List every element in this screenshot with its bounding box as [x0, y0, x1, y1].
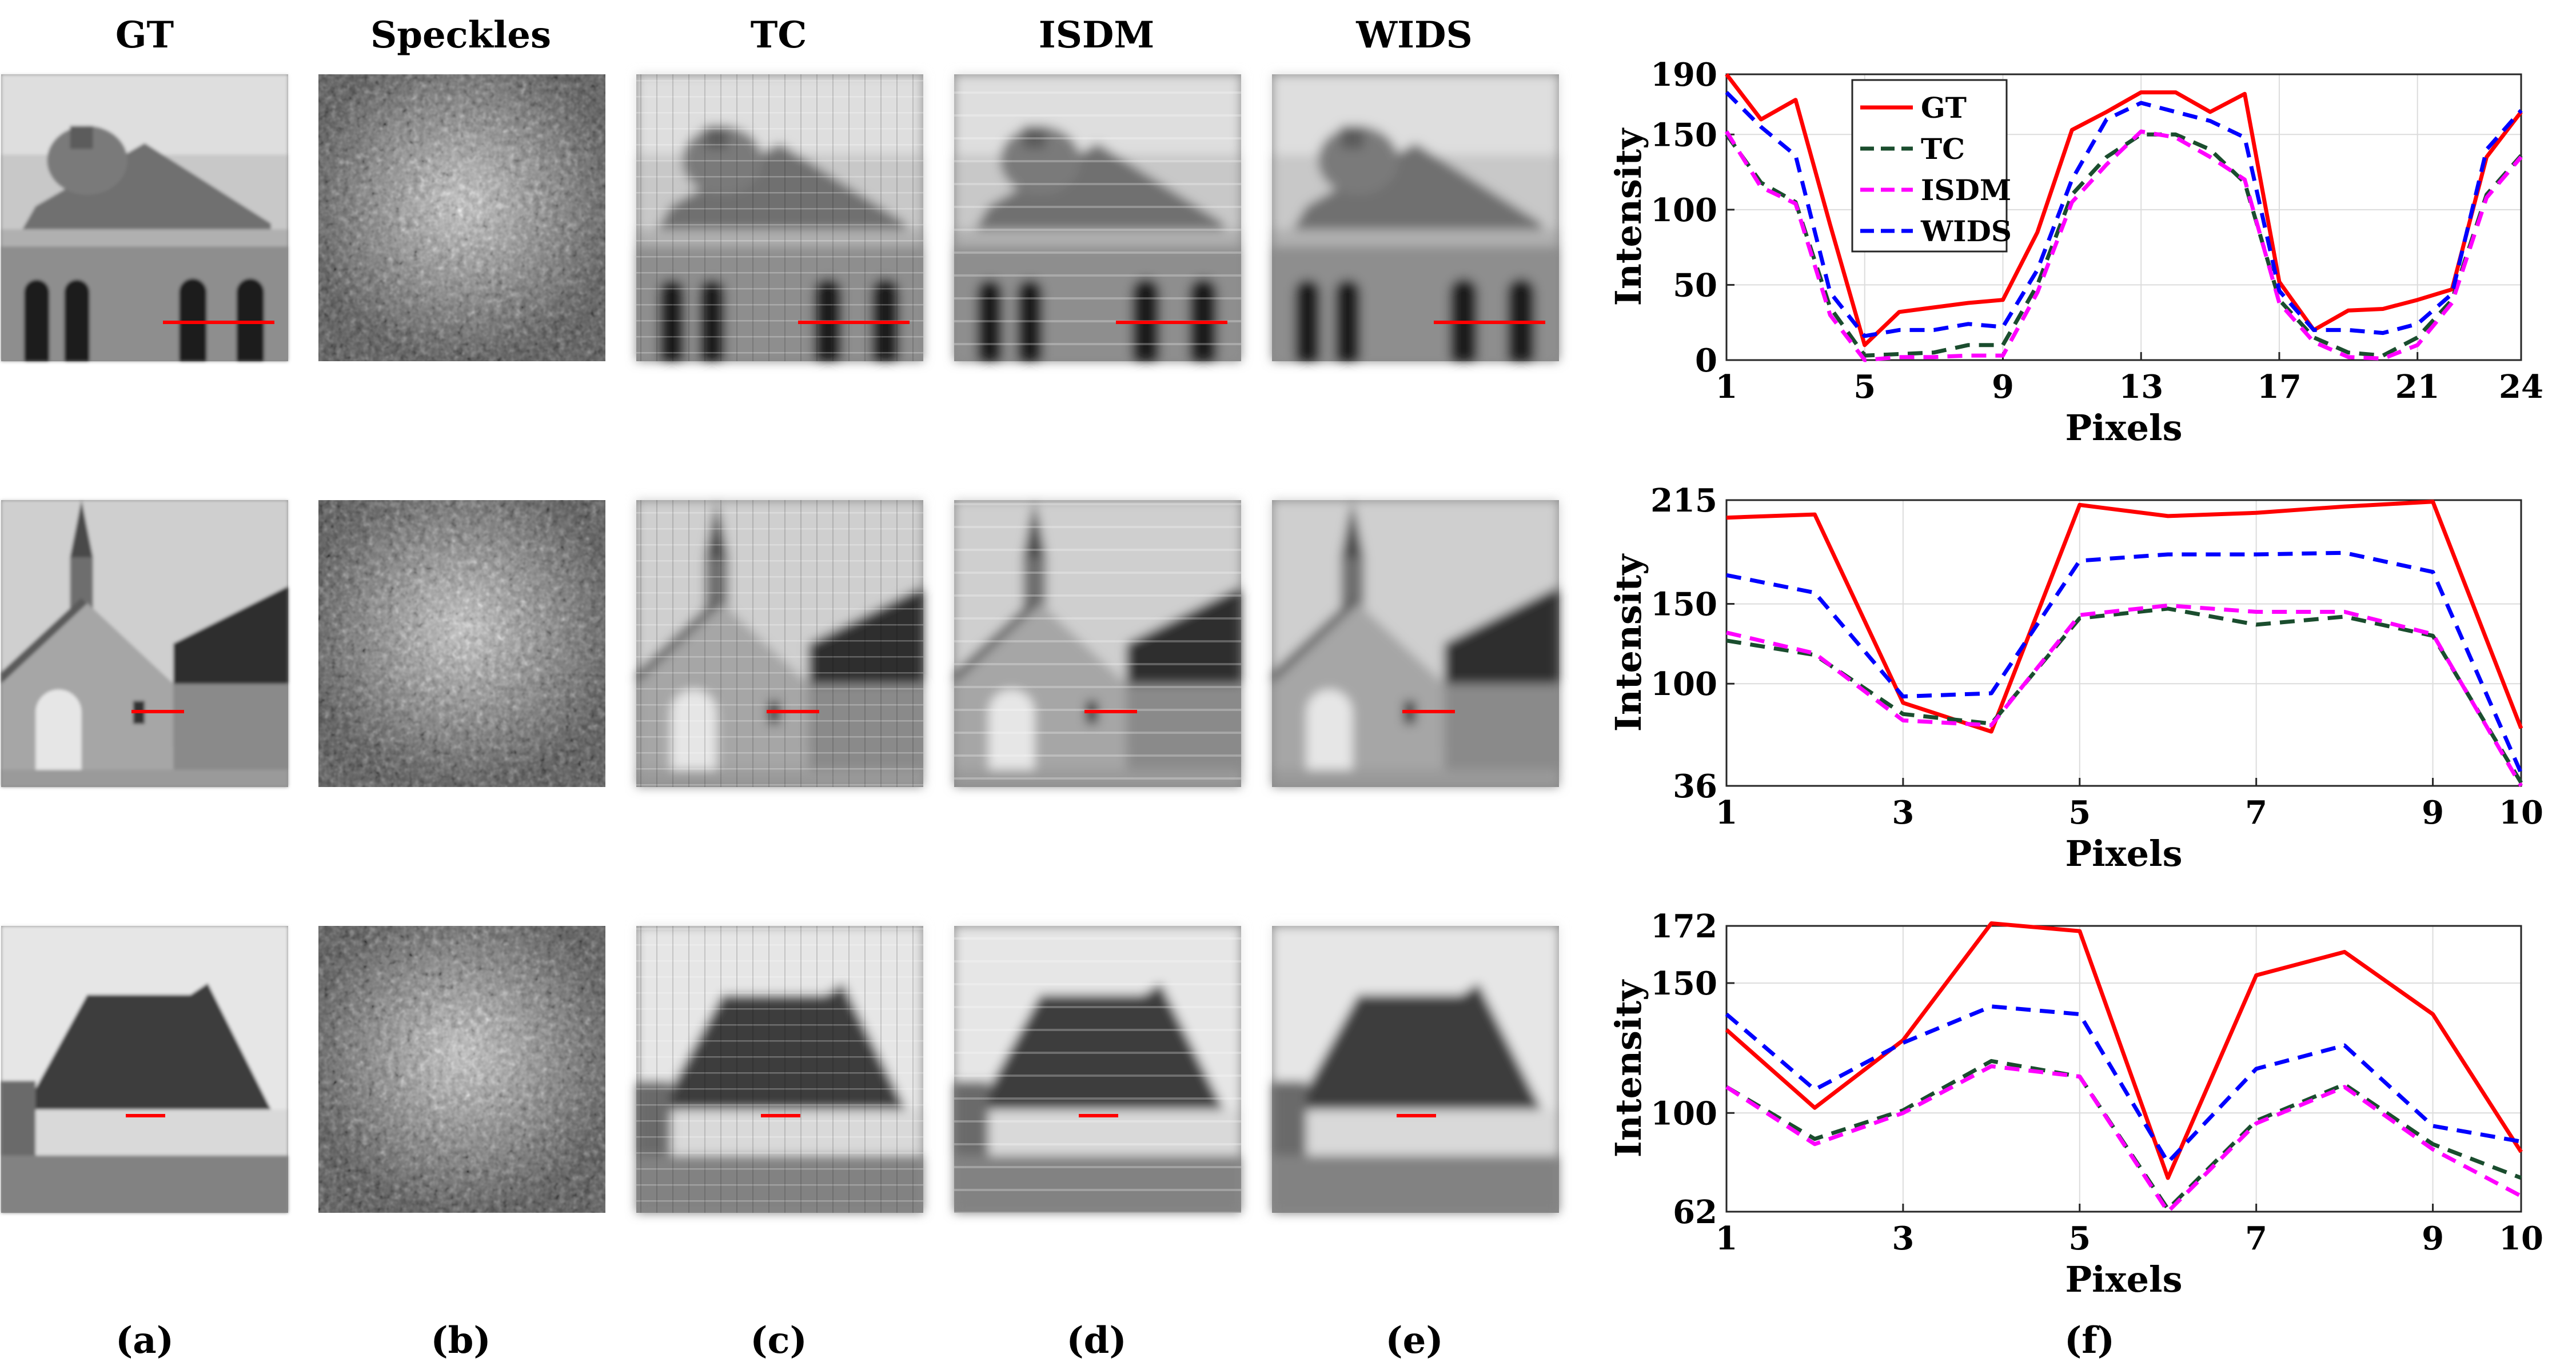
y-tick-label: 215 [1650, 482, 1717, 520]
image-speckles-row-3 [318, 926, 605, 1213]
plot-legend: GT TC ISDM WIDS [1851, 79, 2012, 253]
y-tick-label: 100 [1650, 1095, 1717, 1132]
series-line-wids [1726, 550, 2523, 774]
image-tc-row-1 [636, 74, 923, 361]
image-isdm-row-3 [954, 926, 1241, 1213]
x-tick-label: 3 [1892, 794, 1914, 832]
x-tick-label: 7 [2245, 794, 2267, 832]
x-tick-label: 3 [1892, 1220, 1914, 1257]
panel-label-c: (c) [750, 1319, 807, 1362]
x-tick-label: 24 [2499, 368, 2543, 406]
image-wids-row-3 [1272, 926, 1559, 1213]
image-grid [1, 74, 1559, 1213]
image-wids-row-2 [1272, 500, 1559, 787]
profile-plot-1: 1 5 9 13 17 21 24 0 50 100 150 190 Pixels Intensity GT… [1608, 56, 2543, 449]
column-title-tc: TC [751, 14, 807, 57]
x-tick-label: 10 [2499, 794, 2543, 832]
series-line-gt [1725, 921, 2523, 1180]
y-tick-label: 150 [1650, 586, 1717, 624]
y-axis-title: Intensity [1608, 553, 1649, 732]
x-tick-label: 1 [1716, 1220, 1738, 1257]
x-tick-label: 5 [2068, 1220, 2091, 1257]
series-line-gt [1726, 500, 2523, 734]
x-tick-label: 13 [2119, 368, 2163, 406]
x-tick-label: 9 [2422, 1220, 2444, 1257]
plot-frame [1725, 499, 2522, 787]
series-line-tc [1725, 132, 2523, 358]
series-line-isdm [1726, 603, 2523, 787]
series-line-isdm [1725, 129, 2523, 362]
y-tick-label: 150 [1650, 116, 1717, 154]
y-tick-label: 62 [1673, 1193, 1717, 1231]
column-title-speckles: Speckles [370, 14, 551, 57]
x-axis-title: Pixels [2065, 407, 2182, 449]
image-gt-row-3 [1, 926, 288, 1213]
x-tick-label: 9 [1992, 368, 2014, 406]
legend-label-gt: GT [1921, 91, 1967, 125]
x-tick-label: 7 [2245, 1220, 2267, 1257]
plot-frame [1725, 925, 2522, 1213]
series-line-wids [1725, 1004, 2522, 1165]
y-tick-label: 190 [1650, 56, 1717, 94]
profile-plot-2: 1 3 5 7 9 10 36 100 150 215 Pixels Intensity [1608, 482, 2543, 874]
y-tick-label: 50 [1673, 266, 1717, 304]
x-tick-label: 5 [2068, 794, 2091, 832]
panel-label-f: (f) [2064, 1319, 2115, 1362]
image-tc-row-2 [636, 500, 923, 787]
y-tick-label: 0 [1695, 342, 1717, 380]
plot-border [1725, 925, 2522, 1213]
image-speckles-row-2 [318, 500, 605, 787]
x-tick-label: 1 [1716, 368, 1738, 406]
y-axis-title: Intensity [1608, 979, 1649, 1157]
plot-border [1725, 73, 2522, 361]
x-tick-label: 5 [1853, 368, 1876, 406]
y-tick-label: 172 [1650, 908, 1717, 945]
series-line-wids [1725, 91, 2523, 338]
image-gt-row-2 [1, 500, 288, 787]
panel-labels: (a) (b) (c) (d) (e) (f) [115, 1319, 2115, 1362]
legend-label-isdm: ISDM [1921, 173, 2011, 207]
y-tick-label: 100 [1650, 665, 1717, 703]
x-axis-title: Pixels [2065, 1259, 2182, 1300]
panel-label-d: (d) [1066, 1319, 1126, 1362]
series-line-tc [1726, 606, 2523, 784]
series-line-gt [1725, 73, 2523, 348]
panel-label-a: (a) [115, 1319, 174, 1362]
x-tick-label: 1 [1716, 794, 1738, 832]
y-tick-label: 150 [1650, 965, 1717, 1002]
series-line-isdm [1725, 1064, 2522, 1214]
panel-label-e: (e) [1385, 1319, 1443, 1362]
column-title-isdm: ISDM [1039, 14, 1155, 57]
image-isdm-row-1 [954, 74, 1241, 361]
x-tick-label: 9 [2422, 794, 2444, 832]
image-tc-row-3 [636, 926, 923, 1213]
image-speckles-row-1 [318, 74, 605, 361]
x-axis-title: Pixels [2065, 833, 2182, 874]
y-tick-label: 36 [1673, 768, 1717, 805]
plot-frame [1725, 73, 2522, 361]
plot-border [1725, 499, 2522, 787]
image-gt-row-1 [1, 74, 288, 361]
panel-label-b: (b) [430, 1319, 491, 1362]
y-tick-label: 100 [1650, 191, 1717, 229]
intensity-profile-plots: 1 5 9 13 17 21 24050100150190PixelsIntensityGT… [1608, 56, 2543, 1300]
image-wids-row-1 [1272, 74, 1559, 361]
legend-label-wids: WIDS [1920, 214, 2012, 248]
y-axis-title: Intensity [1608, 127, 1649, 306]
x-tick-label: 17 [2257, 368, 2302, 406]
image-isdm-row-2 [954, 500, 1241, 787]
column-title-wids: WIDS [1355, 14, 1473, 57]
column-title-gt: GT [115, 14, 174, 57]
profile-plot-3: 1 3 5 7 9 10 62 100 150 172 Pixels Intensity [1608, 908, 2543, 1300]
column-titles: GT Speckles TC ISDM WIDS [115, 14, 1473, 57]
x-tick-label: 21 [2395, 368, 2440, 406]
x-tick-label: 10 [2499, 1220, 2543, 1257]
legend-label-tc: TC [1921, 132, 1965, 166]
